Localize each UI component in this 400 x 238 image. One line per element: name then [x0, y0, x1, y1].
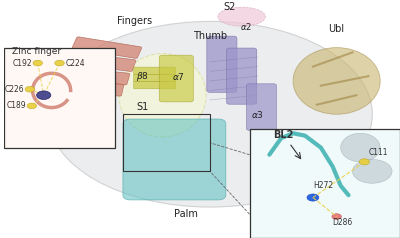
Text: Palm: Palm — [174, 209, 198, 219]
Text: C189: C189 — [6, 101, 26, 110]
Circle shape — [25, 86, 35, 92]
Ellipse shape — [293, 48, 380, 114]
FancyBboxPatch shape — [68, 67, 130, 85]
Text: Zinc finger: Zinc finger — [12, 47, 61, 56]
Text: Fingers: Fingers — [117, 16, 152, 26]
Text: D286: D286 — [333, 218, 353, 227]
FancyBboxPatch shape — [246, 84, 276, 130]
Text: S1: S1 — [136, 102, 149, 112]
Circle shape — [72, 83, 111, 107]
FancyBboxPatch shape — [207, 36, 237, 92]
Bar — [60, 76, 115, 109]
Circle shape — [359, 159, 370, 165]
Ellipse shape — [218, 7, 266, 26]
Text: C192: C192 — [12, 59, 32, 68]
Text: BL2: BL2 — [273, 130, 294, 140]
Circle shape — [36, 91, 51, 99]
Circle shape — [27, 103, 36, 109]
FancyBboxPatch shape — [134, 67, 176, 74]
FancyBboxPatch shape — [227, 48, 257, 104]
FancyBboxPatch shape — [134, 74, 176, 82]
FancyBboxPatch shape — [123, 119, 226, 200]
Text: C226: C226 — [4, 85, 24, 94]
Text: Ubl: Ubl — [328, 24, 345, 34]
Text: $\alpha$7: $\alpha$7 — [172, 71, 185, 82]
Bar — [250, 129, 400, 238]
FancyBboxPatch shape — [66, 80, 124, 96]
Ellipse shape — [119, 54, 206, 137]
Text: C111: C111 — [368, 148, 388, 157]
Text: $\alpha$2: $\alpha$2 — [240, 21, 252, 32]
Bar — [123, 114, 210, 171]
Text: C224: C224 — [66, 59, 85, 68]
FancyBboxPatch shape — [72, 37, 142, 58]
Text: S2: S2 — [224, 2, 236, 12]
Circle shape — [307, 194, 319, 201]
Circle shape — [33, 60, 42, 66]
Bar — [4, 48, 115, 148]
FancyBboxPatch shape — [159, 55, 193, 102]
Text: Thumb: Thumb — [193, 31, 227, 41]
Ellipse shape — [341, 133, 380, 162]
FancyBboxPatch shape — [70, 52, 136, 71]
Text: $\alpha$3: $\alpha$3 — [251, 109, 264, 120]
Ellipse shape — [48, 21, 372, 207]
Ellipse shape — [352, 159, 392, 183]
Circle shape — [55, 60, 64, 66]
Circle shape — [332, 214, 342, 219]
Text: $\beta$8: $\beta$8 — [136, 70, 149, 83]
Text: H272: H272 — [313, 181, 333, 190]
FancyBboxPatch shape — [134, 81, 176, 89]
